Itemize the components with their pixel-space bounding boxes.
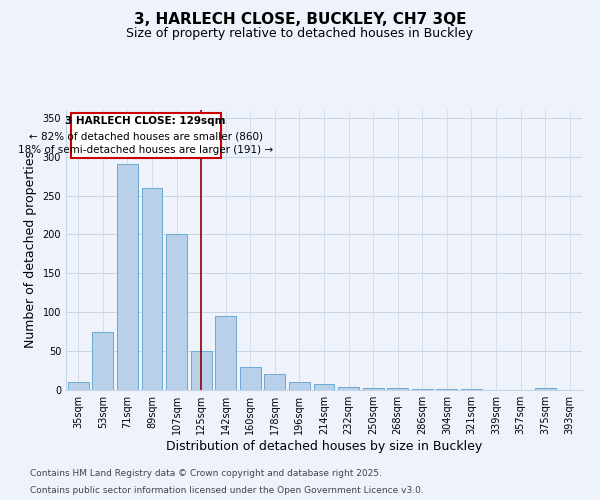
- Bar: [362, 388, 383, 390]
- Bar: [92, 332, 113, 390]
- Y-axis label: Number of detached properties: Number of detached properties: [24, 152, 37, 348]
- Text: 3 HARLECH CLOSE: 129sqm: 3 HARLECH CLOSE: 129sqm: [65, 116, 226, 126]
- Text: Size of property relative to detached houses in Buckley: Size of property relative to detached ho…: [127, 28, 473, 40]
- Bar: [166, 234, 187, 390]
- Bar: [142, 188, 163, 390]
- Bar: [535, 388, 556, 390]
- Bar: [436, 389, 457, 390]
- Bar: [412, 389, 433, 390]
- Bar: [338, 387, 359, 390]
- Bar: [289, 382, 310, 390]
- Bar: [240, 366, 261, 390]
- Bar: [461, 389, 482, 390]
- Bar: [191, 351, 212, 390]
- Bar: [215, 316, 236, 390]
- Text: 3, HARLECH CLOSE, BUCKLEY, CH7 3QE: 3, HARLECH CLOSE, BUCKLEY, CH7 3QE: [134, 12, 466, 28]
- X-axis label: Distribution of detached houses by size in Buckley: Distribution of detached houses by size …: [166, 440, 482, 453]
- Bar: [68, 382, 89, 390]
- Text: Contains HM Land Registry data © Crown copyright and database right 2025.: Contains HM Land Registry data © Crown c…: [30, 468, 382, 477]
- Text: ← 82% of detached houses are smaller (860): ← 82% of detached houses are smaller (86…: [29, 132, 263, 141]
- Bar: [117, 164, 138, 390]
- Text: 18% of semi-detached houses are larger (191) →: 18% of semi-detached houses are larger (…: [18, 146, 273, 156]
- Bar: [387, 388, 408, 390]
- Bar: [314, 384, 334, 390]
- Text: Contains public sector information licensed under the Open Government Licence v3: Contains public sector information licen…: [30, 486, 424, 495]
- Bar: [265, 374, 286, 390]
